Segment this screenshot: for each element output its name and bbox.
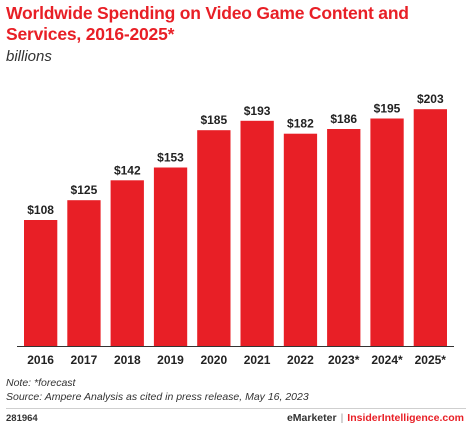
footer-divider [6,408,466,409]
bar-2018 [110,180,144,346]
bar-2023 [327,129,361,346]
x-tick-label: 2020 [200,353,227,367]
bar-2021 [240,120,274,346]
chart-subtitle: billions [6,48,52,65]
bar-2016 [24,220,58,346]
data-label: $125 [71,183,98,197]
data-label: $142 [114,163,141,177]
data-label: $153 [157,151,184,165]
x-tick-label: 2017 [71,353,98,367]
data-label: $203 [417,92,444,106]
chart-title: Worldwide Spending on Video Game Content… [6,3,409,44]
x-tick-label: 2019 [157,353,184,367]
bar-2019 [153,167,188,346]
x-tick-label: 2024* [371,353,403,367]
data-label: $186 [330,112,357,126]
brand-footer: eMarketer | InsiderIntelligence.com [287,412,464,424]
x-tick-label: 2018 [114,353,141,367]
brand-separator: | [340,412,344,424]
brand-insider-intelligence: InsiderIntelligence.com [347,412,464,424]
bar-2017 [67,200,101,346]
source-text: Source: Ampere Analysis as cited in pres… [6,391,309,403]
data-label: $195 [374,102,401,116]
chart-code: 281964 [6,413,38,424]
x-tick-label: 2016 [27,353,54,367]
data-label: $182 [287,117,314,131]
x-tick-label: 2025* [415,353,447,367]
note-text: Note: *forecast [6,377,76,389]
bar-2020 [197,130,231,346]
x-tick-label: 2021 [244,353,271,367]
data-label: $185 [200,113,227,127]
brand-emarketer: eMarketer [286,412,337,424]
data-label: $108 [27,203,54,217]
bar-2025 [413,109,447,346]
x-tick-label: 2023* [328,353,360,367]
bar-2024 [370,118,404,346]
data-label: $193 [244,104,271,118]
x-tick-label: 2022 [287,353,314,367]
bar-2022 [283,133,318,346]
